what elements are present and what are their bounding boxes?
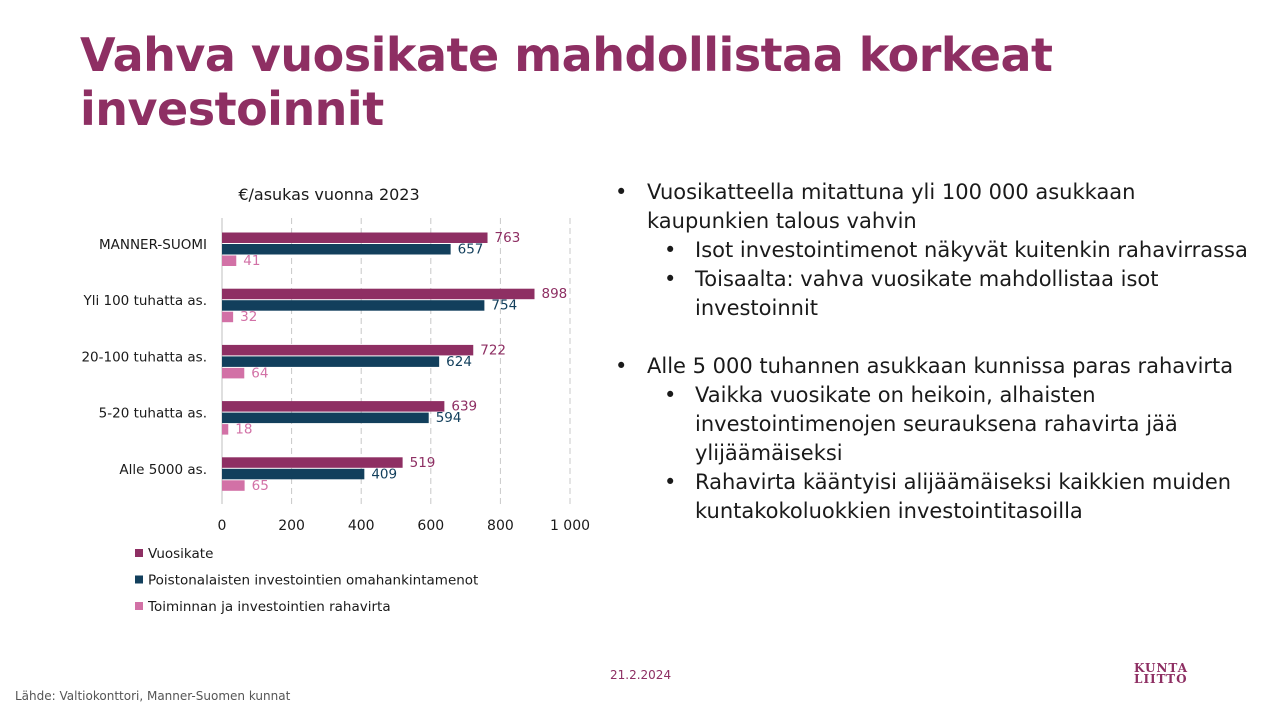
legend-label: Poistonalaisten investointien omahankint… xyxy=(148,573,478,589)
logo-line-1: KUNTA xyxy=(1134,661,1189,675)
category-label: Alle 5000 as. xyxy=(119,462,207,478)
bar xyxy=(222,244,451,255)
bar-chart: €/asukas vuonna 2023 0 200 400 600 800 1 000 MA… xyxy=(81,185,590,615)
x-tick-label: 800 xyxy=(487,518,514,534)
data-label: 64 xyxy=(251,365,268,381)
bullet-spacer xyxy=(600,323,1250,352)
bar xyxy=(222,480,245,491)
sub-bullet-item: Toisaalta: vahva vuosikate mahdollistaa … xyxy=(600,265,1250,323)
data-label: 18 xyxy=(235,422,252,438)
sub-bullet-item: Rahavirta kääntyisi alijäämäiseksi kaikk… xyxy=(600,468,1250,526)
x-tick-label: 0 xyxy=(218,518,227,534)
legend-swatch xyxy=(135,602,143,610)
chart-title: €/asukas vuonna 2023 xyxy=(238,185,419,204)
bar xyxy=(222,255,237,266)
logo-line-2: LIITTO xyxy=(1134,672,1188,686)
kuntaliitto-logo: KUNTA LIITTO xyxy=(1134,661,1204,686)
data-label: 624 xyxy=(446,354,472,370)
bar xyxy=(222,288,535,300)
category-label: MANNER-SUOMI xyxy=(99,237,207,253)
bar xyxy=(222,424,229,435)
bar xyxy=(222,300,485,311)
bullet-item: Alle 5 000 tuhannen asukkaan kunnissa pa… xyxy=(600,352,1250,526)
category-label: Yli 100 tuhatta as. xyxy=(82,293,207,309)
category-label: 20-100 tuhatta as. xyxy=(81,349,207,365)
bar xyxy=(222,311,234,323)
x-tick-label: 400 xyxy=(348,518,375,534)
legend-label: Toiminnan ja investointien rahavirta xyxy=(147,599,391,615)
legend-label: Vuosikate xyxy=(148,546,213,562)
sub-bullet-item: Vaikka vuosikate on heikoin, alhaisten i… xyxy=(600,381,1250,468)
bullet-list: Vuosikatteella mitattuna yli 100 000 asu… xyxy=(600,178,1250,526)
data-label: 898 xyxy=(542,286,568,302)
bar xyxy=(222,344,474,356)
data-label: 763 xyxy=(495,230,521,246)
data-label: 639 xyxy=(451,399,477,415)
bar xyxy=(222,457,403,468)
data-label: 594 xyxy=(436,410,462,426)
slide-title: Vahva vuosikate mahdollistaa korkeat inv… xyxy=(80,28,1053,136)
bar xyxy=(222,356,440,367)
bullet-item: Vuosikatteella mitattuna yli 100 000 asu… xyxy=(600,178,1250,323)
data-label: 409 xyxy=(371,466,397,482)
data-label: 41 xyxy=(243,253,260,269)
sub-bullet-item: Isot investointimenot näkyvät kuitenkin … xyxy=(600,236,1250,265)
category-label: 5-20 tuhatta as. xyxy=(99,406,207,422)
bar xyxy=(222,412,429,424)
bullet-text: Alle 5 000 tuhannen asukkaan kunnissa pa… xyxy=(647,354,1234,378)
x-tick-label: 1 000 xyxy=(550,518,590,534)
source-note: Lähde: Valtiokonttori, Manner-Suomen kun… xyxy=(15,689,291,703)
data-label: 65 xyxy=(252,478,269,494)
x-tick-label: 200 xyxy=(278,518,305,534)
data-label: 657 xyxy=(458,242,484,258)
legend-swatch xyxy=(135,575,143,584)
data-label: 32 xyxy=(240,309,257,325)
legend-swatch xyxy=(135,549,143,557)
x-tick-label: 600 xyxy=(417,518,444,534)
bullet-text: Vuosikatteella mitattuna yli 100 000 asu… xyxy=(647,180,1136,233)
data-label: 754 xyxy=(491,298,517,314)
data-label: 722 xyxy=(480,342,506,358)
slide-date: 21.2.2024 xyxy=(610,668,672,682)
bar xyxy=(222,232,488,243)
bar xyxy=(222,401,445,412)
data-label: 519 xyxy=(410,455,436,471)
bar xyxy=(222,468,365,480)
bar xyxy=(222,367,245,379)
